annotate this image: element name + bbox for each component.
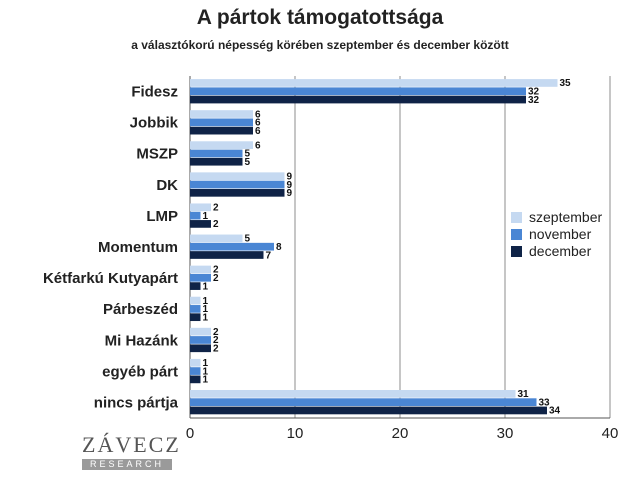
legend-swatch-november	[511, 229, 522, 240]
data-label: 5	[245, 234, 251, 245]
bar-december	[190, 126, 253, 135]
data-label: 9	[287, 171, 293, 182]
x-tick-label: 0	[186, 425, 194, 442]
category-label: Kétfarkú Kutyapárt	[43, 270, 178, 287]
logo-sub: RESEARCH	[82, 459, 172, 470]
data-label: 6	[255, 109, 261, 120]
data-label: 7	[266, 250, 272, 261]
data-label: 35	[560, 78, 572, 89]
data-label: 1	[203, 366, 209, 377]
x-tick-label: 40	[602, 425, 619, 442]
bar-november	[190, 336, 211, 344]
bar-november	[190, 211, 201, 220]
bar-november	[190, 149, 243, 158]
category-label: MSZP	[136, 146, 178, 163]
bar-december	[190, 251, 264, 259]
bar-december	[190, 344, 211, 353]
legend-label: december	[529, 243, 592, 259]
data-label: 31	[518, 389, 530, 400]
bar-szeptember	[190, 203, 211, 212]
data-label: 33	[539, 397, 551, 408]
data-label: 1	[203, 281, 209, 292]
data-label: 32	[528, 95, 540, 106]
category-label: Momentum	[98, 239, 178, 256]
bar-december	[190, 375, 201, 384]
bar-november	[190, 367, 201, 375]
data-label: 1	[203, 375, 209, 386]
x-tick-label: 30	[497, 425, 514, 442]
bar-szeptember	[190, 172, 285, 181]
data-label: 1	[203, 304, 209, 315]
bar-december	[190, 282, 201, 290]
data-label: 32	[528, 86, 540, 97]
data-label: 9	[287, 180, 293, 191]
data-label: 1	[203, 358, 209, 369]
data-label: 8	[276, 242, 282, 253]
logo-name: ZÁVECZ	[82, 432, 181, 457]
bar-szeptember	[190, 390, 516, 398]
data-label: 1	[203, 296, 209, 307]
category-label: DK	[156, 177, 178, 194]
data-label: 2	[213, 273, 219, 284]
bar-szeptember	[190, 265, 211, 274]
data-label: 2	[213, 265, 219, 276]
bar-november	[190, 305, 201, 313]
data-label: 2	[213, 219, 219, 230]
chart-title: A pártok támogatottsága	[196, 6, 444, 29]
data-label: 1	[203, 211, 209, 222]
zavecz-logo: ZÁVECZ RESEARCH	[82, 432, 181, 470]
bar-december	[190, 406, 547, 415]
data-label: 5	[245, 157, 251, 168]
bar-december	[190, 95, 526, 104]
chart-subtitle: a választókorú népesség körében szeptemb…	[131, 38, 509, 52]
bar-november	[190, 398, 537, 407]
bar-november	[190, 273, 211, 282]
x-tick-label: 20	[392, 425, 409, 442]
category-label: Párbeszéd	[103, 301, 178, 318]
bar-szeptember	[190, 79, 558, 87]
data-label: 6	[255, 118, 261, 129]
category-label: Jobbik	[130, 115, 179, 132]
bar-december	[190, 313, 201, 322]
bar-szeptember	[190, 358, 201, 367]
data-label: 2	[213, 203, 219, 214]
data-label: 9	[287, 188, 293, 199]
bar-szeptember	[190, 110, 253, 118]
bar-november	[190, 87, 526, 96]
bar-december	[190, 157, 243, 166]
data-label: 2	[213, 344, 219, 355]
data-label: 6	[255, 126, 261, 137]
data-label: 2	[213, 335, 219, 346]
bar-szeptember	[190, 234, 243, 243]
category-label: egyéb párt	[102, 363, 178, 380]
data-label: 6	[255, 140, 261, 151]
data-label: 5	[245, 149, 251, 160]
bar-szeptember	[190, 327, 211, 336]
bar-szeptember	[190, 141, 253, 149]
bar-november	[190, 118, 253, 127]
category-label: LMP	[146, 208, 178, 225]
bar-szeptember	[190, 296, 201, 305]
x-tick-label: 10	[287, 425, 304, 442]
data-label: 34	[549, 406, 561, 417]
bar-december	[190, 188, 285, 197]
bar-december	[190, 220, 211, 228]
category-label: Fidesz	[131, 84, 178, 101]
category-label: nincs pártja	[94, 394, 179, 411]
bar-november	[190, 242, 274, 251]
legend-swatch-december	[511, 246, 522, 257]
category-label: Mi Hazánk	[105, 332, 179, 349]
data-label: 1	[203, 312, 209, 323]
bar-november	[190, 180, 285, 189]
data-label: 2	[213, 327, 219, 338]
legend-swatch-szeptember	[511, 212, 522, 223]
legend-label: szeptember	[529, 209, 602, 225]
legend-label: november	[529, 226, 592, 242]
